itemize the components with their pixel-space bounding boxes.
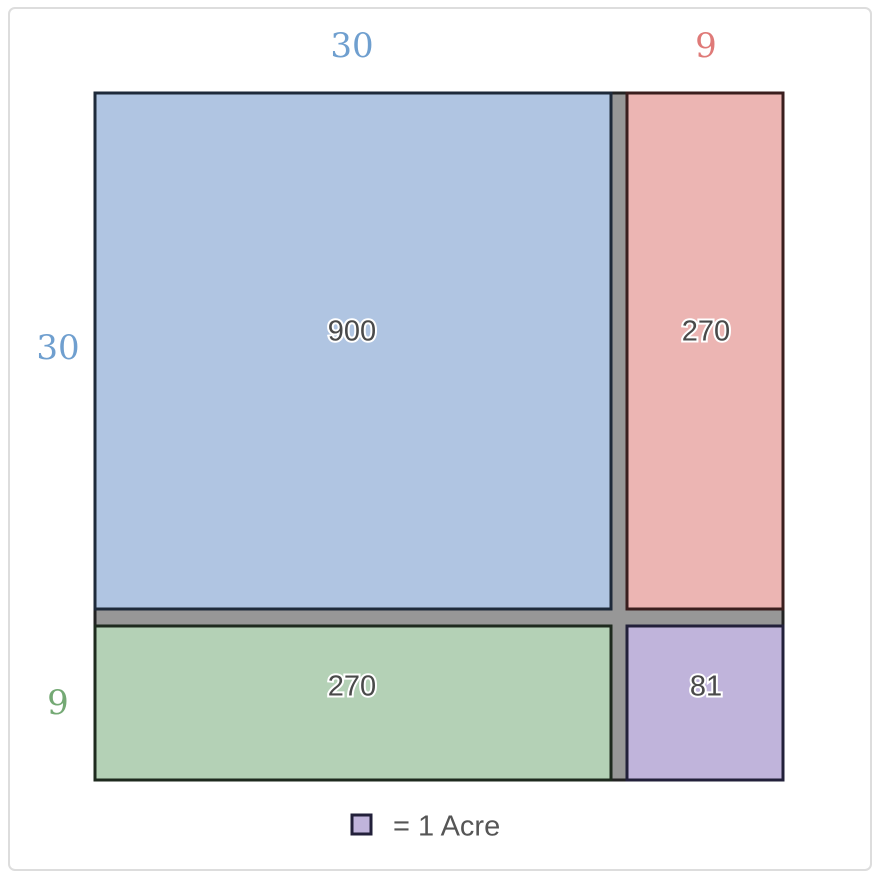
cell-red bbox=[625, 91, 785, 611]
cell-label: 270 bbox=[328, 671, 376, 703]
top-label: 9 bbox=[695, 26, 717, 66]
cell-purple bbox=[625, 624, 785, 782]
cell-blue bbox=[93, 91, 613, 611]
cell-green bbox=[93, 624, 613, 782]
legend-label: = 1 Acre bbox=[393, 811, 500, 843]
side-label: 30 bbox=[36, 328, 79, 368]
cell-label: 270 bbox=[682, 316, 730, 348]
cell-label: 81 bbox=[690, 671, 722, 703]
side-label: 9 bbox=[47, 683, 69, 723]
cell-label: 900 bbox=[328, 316, 376, 348]
top-label: 30 bbox=[330, 26, 373, 66]
legend-swatch bbox=[350, 813, 373, 836]
